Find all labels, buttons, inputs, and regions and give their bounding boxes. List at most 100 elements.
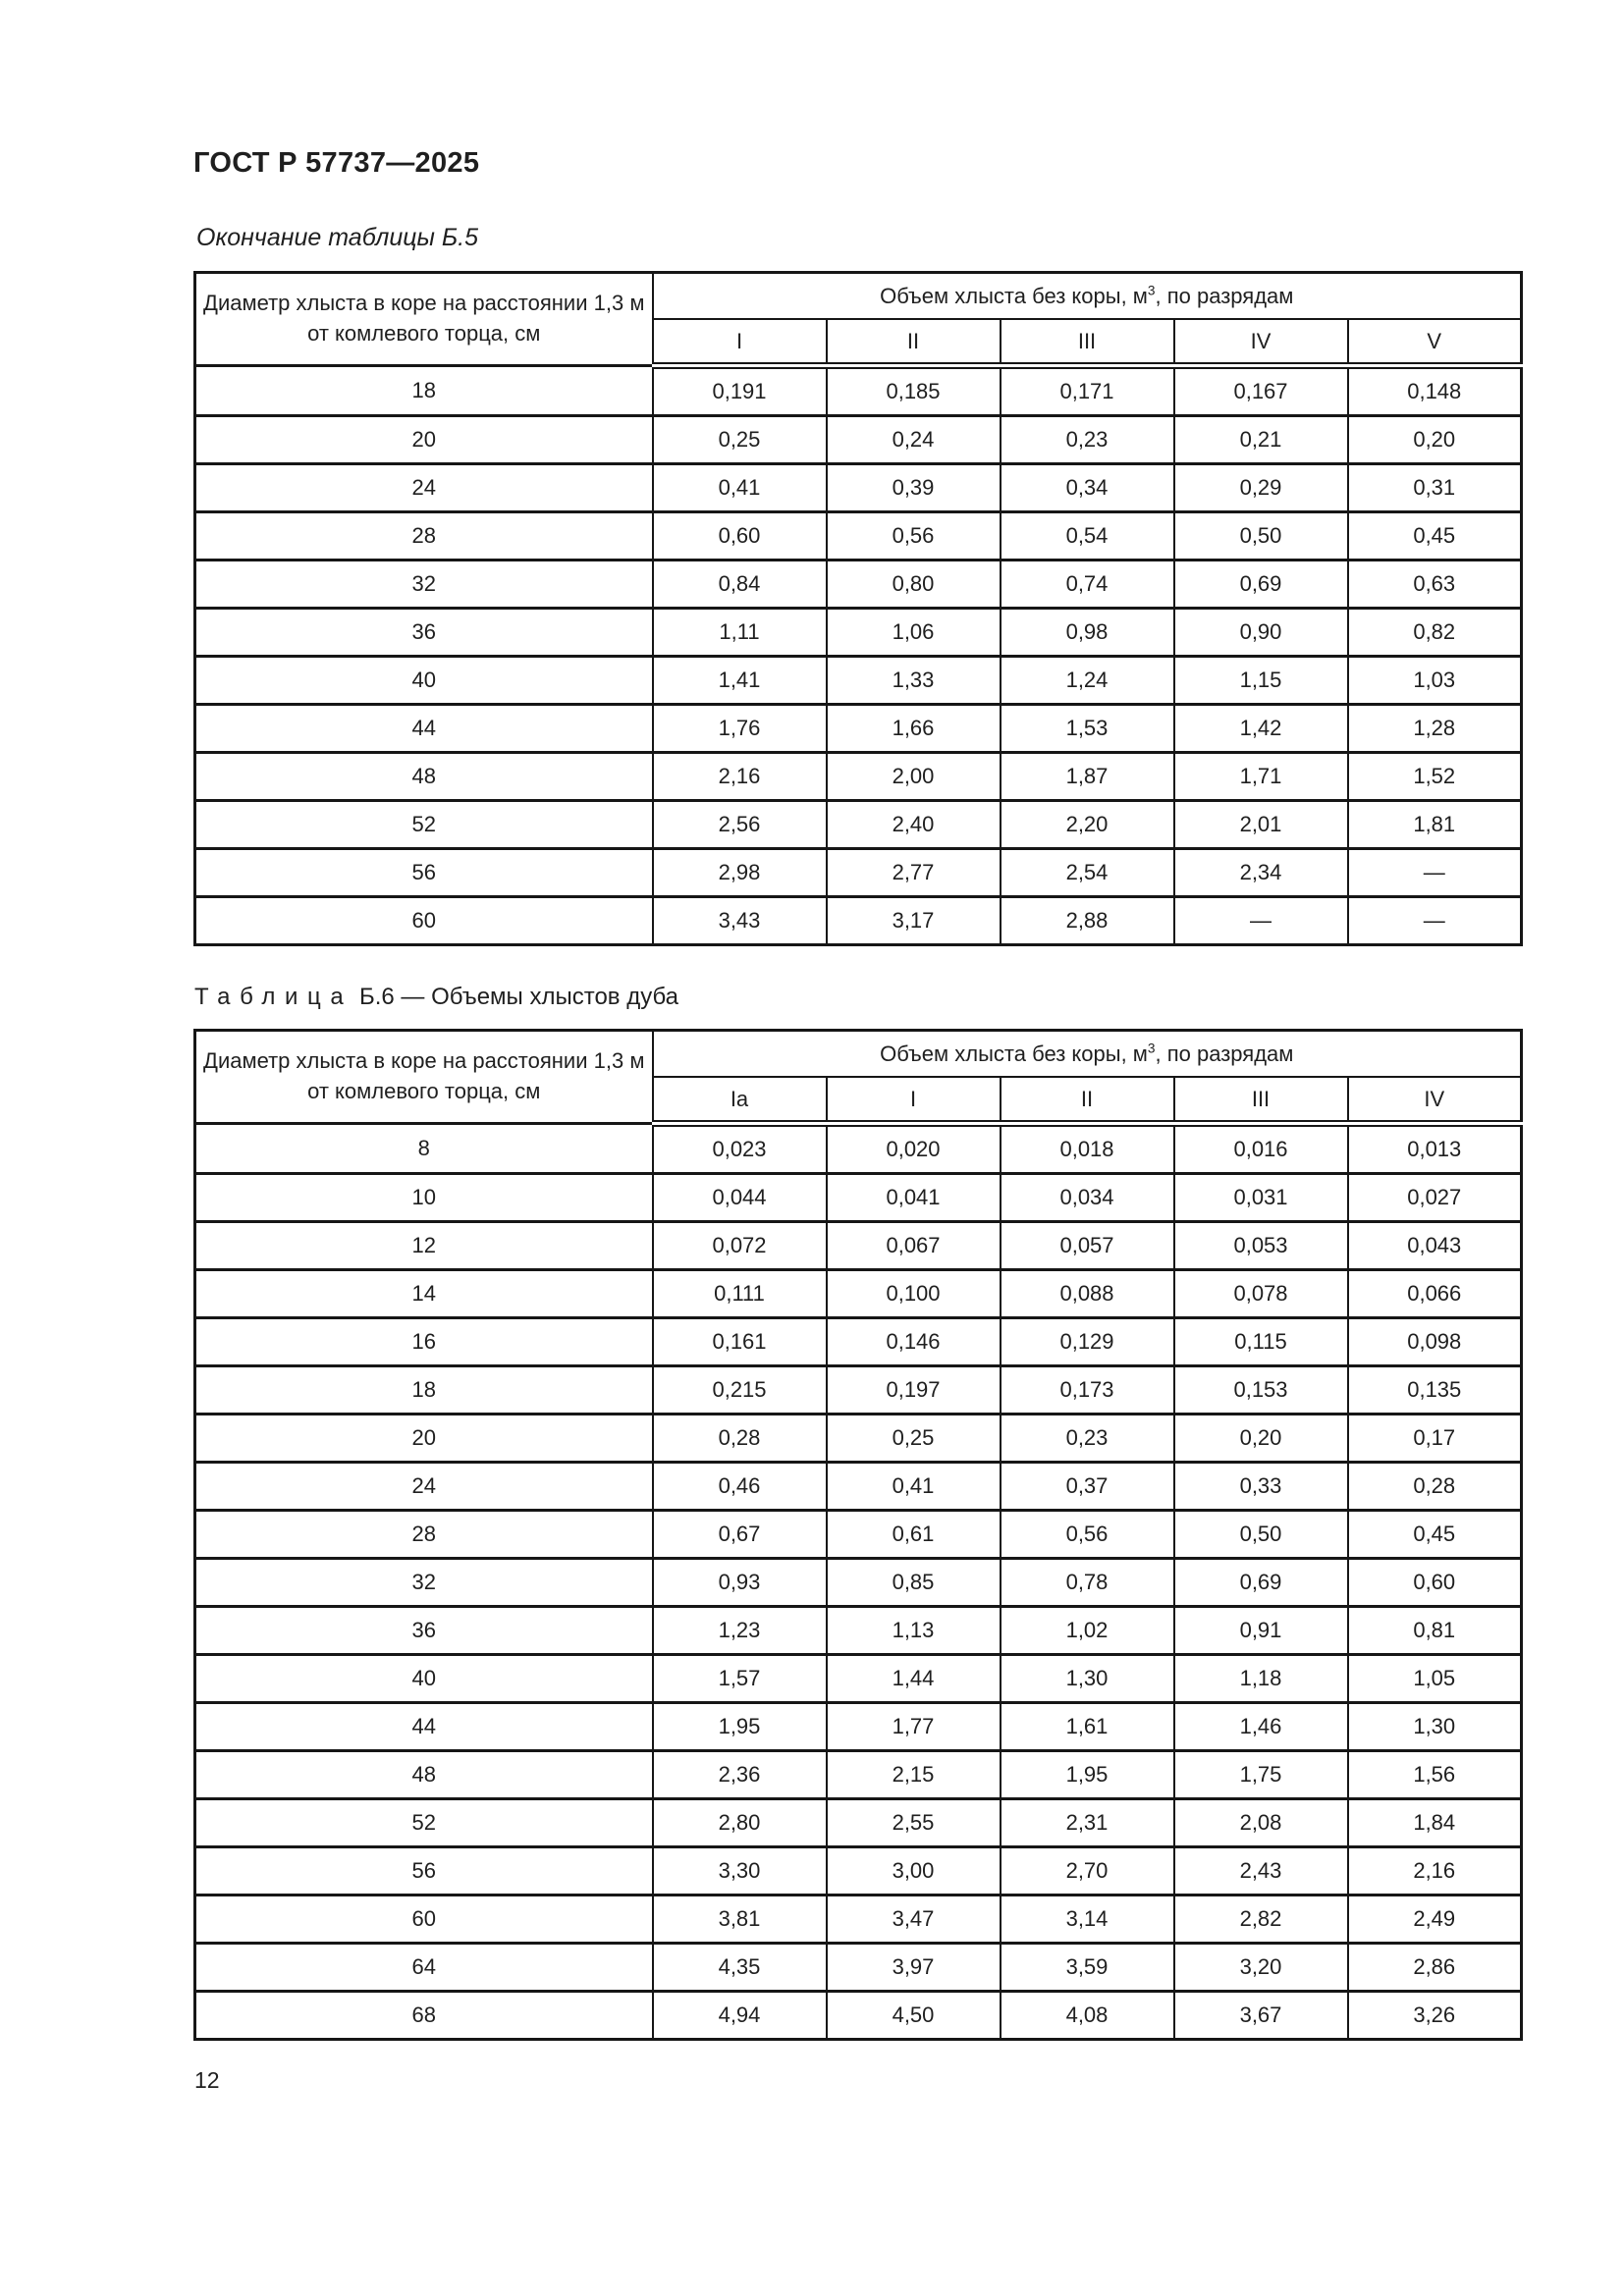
volume-cell: 3,59 bbox=[999, 1942, 1175, 1993]
volume-cell: 0,197 bbox=[825, 1364, 1001, 1415]
volume-cell: 4,35 bbox=[651, 1942, 828, 1993]
volume-cell: 2,70 bbox=[999, 1845, 1175, 1896]
table-row: 10 0,044 0,041 0,034 0,031 0,027 bbox=[193, 1172, 1523, 1223]
volume-cell: 0,69 bbox=[1172, 1557, 1349, 1608]
table-row: 48 2,36 2,15 1,95 1,75 1,56 bbox=[193, 1749, 1523, 1800]
volume-cell: 4,50 bbox=[825, 1990, 1001, 2041]
diameter-cell: 8 bbox=[193, 1122, 654, 1175]
volume-cell: 1,71 bbox=[1172, 751, 1349, 802]
volume-cell: 0,041 bbox=[825, 1172, 1001, 1223]
volume-cell: 2,16 bbox=[1346, 1845, 1523, 1896]
volume-cell: 1,24 bbox=[999, 655, 1175, 706]
volume-cell: 2,40 bbox=[825, 799, 1001, 850]
table-b6-volume-group-header: Объем хлыста без коры, м3, по разрядам bbox=[651, 1029, 1523, 1078]
grade-header-cell: IV bbox=[1346, 1076, 1523, 1127]
volume-cell: 0,146 bbox=[825, 1316, 1001, 1367]
volume-cell: 3,14 bbox=[999, 1894, 1175, 1945]
volume-unit-sup: 3 bbox=[1147, 283, 1156, 298]
volume-cell: 0,20 bbox=[1346, 414, 1523, 465]
table-row: 14 0,111 0,100 0,088 0,078 0,066 bbox=[193, 1268, 1523, 1319]
volume-cell: 1,95 bbox=[999, 1749, 1175, 1800]
volume-cell: 0,33 bbox=[1172, 1461, 1349, 1512]
volume-cell: 2,31 bbox=[999, 1797, 1175, 1848]
diameter-cell: 64 bbox=[193, 1942, 654, 1993]
volume-cell: 0,37 bbox=[999, 1461, 1175, 1512]
volume-cell: 0,185 bbox=[825, 364, 1001, 417]
volume-cell: 0,053 bbox=[1172, 1220, 1349, 1271]
volume-cell: 0,28 bbox=[651, 1413, 828, 1464]
diameter-cell: 68 bbox=[193, 1990, 654, 2041]
volume-cell: 0,013 bbox=[1346, 1122, 1523, 1175]
volume-cell: 3,43 bbox=[651, 895, 828, 946]
volume-cell: 1,42 bbox=[1172, 703, 1349, 754]
table-row: 52 2,56 2,40 2,20 2,01 1,81 bbox=[193, 799, 1523, 850]
volume-cell: 0,100 bbox=[825, 1268, 1001, 1319]
volume-cell: 0,027 bbox=[1346, 1172, 1523, 1223]
table-row: 44 1,95 1,77 1,61 1,46 1,30 bbox=[193, 1701, 1523, 1752]
volume-cell: 3,47 bbox=[825, 1894, 1001, 1945]
volume-cell: 1,57 bbox=[651, 1653, 828, 1704]
table-b6-caption-label: Таблица bbox=[194, 984, 353, 1010]
table-row: 24 0,41 0,39 0,34 0,29 0,31 bbox=[193, 462, 1523, 513]
table-b5-diameter-header: Диаметр хлыста в коре на расстоянии 1,3 … bbox=[193, 271, 654, 367]
volume-cell: 2,55 bbox=[825, 1797, 1001, 1848]
volume-cell: 0,153 bbox=[1172, 1364, 1349, 1415]
volume-cell: 1,61 bbox=[999, 1701, 1175, 1752]
table-b5-volumes: Диаметр хлыста в коре на расстоянии 1,3 … bbox=[193, 271, 1523, 946]
diameter-cell: 52 bbox=[193, 799, 654, 850]
volume-cell: 0,63 bbox=[1346, 559, 1523, 610]
diameter-cell: 18 bbox=[193, 364, 654, 417]
volume-cell: 3,26 bbox=[1346, 1990, 1523, 2041]
volume-cell: 0,135 bbox=[1346, 1364, 1523, 1415]
volume-cell: 3,67 bbox=[1172, 1990, 1349, 2041]
table-row: 18 0,215 0,197 0,173 0,153 0,135 bbox=[193, 1364, 1523, 1415]
grade-header-cell: I bbox=[825, 1076, 1001, 1127]
table-row: 56 3,30 3,00 2,70 2,43 2,16 bbox=[193, 1845, 1523, 1896]
volume-cell: 2,54 bbox=[999, 847, 1175, 898]
diameter-cell: 60 bbox=[193, 1894, 654, 1945]
volume-cell: 0,60 bbox=[651, 510, 828, 561]
table-row: 44 1,76 1,66 1,53 1,42 1,28 bbox=[193, 703, 1523, 754]
volume-cell: 1,77 bbox=[825, 1701, 1001, 1752]
volume-cell: 1,33 bbox=[825, 655, 1001, 706]
volume-cell: 0,018 bbox=[999, 1122, 1175, 1175]
volume-cell: 0,078 bbox=[1172, 1268, 1349, 1319]
volume-cell: 1,81 bbox=[1346, 799, 1523, 850]
table-b6-caption: Таблица Б.6 — Объемы хлыстов дуба bbox=[194, 986, 678, 1009]
volume-cell: 0,85 bbox=[825, 1557, 1001, 1608]
volume-cell: 0,173 bbox=[999, 1364, 1175, 1415]
volume-cell: 2,20 bbox=[999, 799, 1175, 850]
volume-cell: 1,41 bbox=[651, 655, 828, 706]
volume-cell: 0,066 bbox=[1346, 1268, 1523, 1319]
table-row: 40 1,41 1,33 1,24 1,15 1,03 bbox=[193, 655, 1523, 706]
doc-title: ГОСТ Р 57737—2025 bbox=[193, 147, 480, 179]
volume-cell: 1,46 bbox=[1172, 1701, 1349, 1752]
volume-header-prefix: Объем хлыста без коры, м bbox=[880, 1041, 1148, 1066]
volume-cell: 1,56 bbox=[1346, 1749, 1523, 1800]
volume-cell: 2,36 bbox=[651, 1749, 828, 1800]
table-b6-caption-text: Б.6 — Объемы хлыстов дуба bbox=[352, 984, 679, 1010]
volume-cell: 1,30 bbox=[999, 1653, 1175, 1704]
diameter-cell: 40 bbox=[193, 655, 654, 706]
table-row: 20 0,25 0,24 0,23 0,21 0,20 bbox=[193, 414, 1523, 465]
volume-cell: 0,167 bbox=[1172, 364, 1349, 417]
table-row: 12 0,072 0,067 0,057 0,053 0,043 bbox=[193, 1220, 1523, 1271]
volume-cell: 0,28 bbox=[1346, 1461, 1523, 1512]
grade-header-cell: Iа bbox=[651, 1076, 828, 1127]
volume-cell: 0,215 bbox=[651, 1364, 828, 1415]
volume-cell: 0,46 bbox=[651, 1461, 828, 1512]
volume-cell: 0,23 bbox=[999, 414, 1175, 465]
table-row: 32 0,84 0,80 0,74 0,69 0,63 bbox=[193, 559, 1523, 610]
volume-header-prefix: Объем хлыста без коры, м bbox=[880, 283, 1148, 308]
volume-cell: 0,067 bbox=[825, 1220, 1001, 1271]
volume-cell: 3,81 bbox=[651, 1894, 828, 1945]
grade-header-cell: III bbox=[999, 318, 1175, 369]
volume-cell: 1,87 bbox=[999, 751, 1175, 802]
volume-cell: 0,31 bbox=[1346, 462, 1523, 513]
volume-cell: 1,95 bbox=[651, 1701, 828, 1752]
diameter-cell: 52 bbox=[193, 1797, 654, 1848]
volume-cell: 0,34 bbox=[999, 462, 1175, 513]
table-b6-diameter-header: Диаметр хлыста в коре на расстоянии 1,3 … bbox=[193, 1029, 654, 1125]
volume-cell: 0,93 bbox=[651, 1557, 828, 1608]
volume-cell: 0,56 bbox=[825, 510, 1001, 561]
